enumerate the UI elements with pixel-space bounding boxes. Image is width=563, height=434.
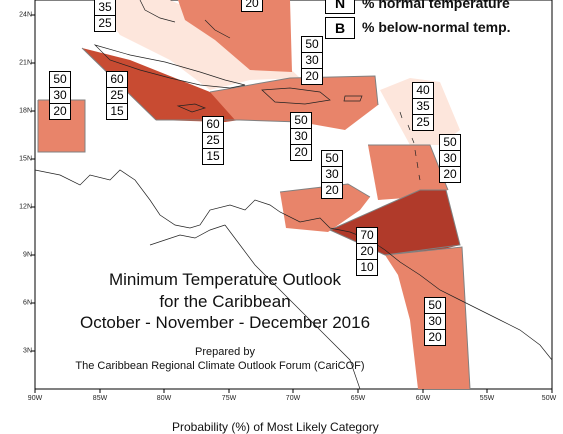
axis-caption: Probability (%) of Most Likely Category — [172, 420, 379, 434]
legend-text-normal: % normal temperature — [362, 0, 510, 11]
legend-key-normal: N — [325, 0, 355, 14]
lat-label-9n: 9N — [23, 251, 32, 259]
prob-box-trinidad: 70 20 10 — [356, 227, 378, 276]
prob-box-leewards-north: 40 35 25 — [412, 82, 434, 131]
zone-eastern-caribbean — [368, 145, 448, 200]
lon-label-55w: 55W — [479, 395, 495, 402]
coastlines — [34, 0, 553, 390]
title-line-2: for the Caribbean — [159, 292, 291, 311]
prob-box-guianas: 50 30 20 — [424, 297, 446, 346]
lon-label-70w: 70W — [285, 395, 301, 402]
zone-abc — [280, 184, 370, 232]
zone-cuba-north — [178, 0, 292, 72]
legend-key-below: B — [325, 17, 355, 39]
lon-label-65w: 65W — [350, 395, 366, 402]
lon-label-75w: 75W — [221, 395, 237, 402]
prepared-by: Prepared by — [195, 346, 255, 358]
prob-box-eastern-caribbean: 50 30 20 — [439, 134, 461, 183]
prob-box-top-left: 35 25 — [94, 0, 116, 32]
axis-ticks — [31, 14, 553, 393]
title-line-1: Minimum Temperature Outlook — [108, 270, 342, 289]
lat-label-21n: 21N — [19, 59, 32, 67]
prob-box-western-caribbean: 50 30 20 — [49, 71, 71, 120]
lon-label-80w: 80W — [156, 395, 172, 402]
lat-label-3n: 3N — [23, 347, 32, 355]
prob-box-top-center: 20 — [241, 0, 263, 12]
prob-box-jamaica: 60 25 15 — [202, 116, 224, 165]
prob-box-hispaniola: 50 30 20 — [290, 112, 312, 161]
lat-label-12n: 12N — [19, 203, 32, 211]
prob-box-cuba-east: 60 25 15 — [106, 71, 128, 120]
lat-label-24n: 24N — [19, 11, 32, 19]
lat-label-6n: 6N — [23, 299, 32, 307]
lon-label-90w: 90W — [27, 395, 43, 402]
prob-box-abc-islands: 50 30 20 — [321, 150, 343, 199]
legend-text-below: % below-normal temp. — [362, 19, 511, 35]
zone-cuba-east — [82, 48, 210, 120]
lon-label-85w: 85W — [92, 395, 108, 402]
lat-label-18n: 18N — [19, 107, 32, 115]
lon-label-60w: 60W — [415, 395, 431, 402]
lon-label-50w: 50W — [541, 395, 557, 402]
lat-label-15n: 15N — [19, 155, 32, 163]
prob-box-hispaniola-north: 50 30 20 — [301, 36, 323, 85]
title-line-3: October - November - December 2016 — [79, 313, 371, 332]
organization: The Caribbean Regional Climate Outlook F… — [75, 360, 365, 372]
